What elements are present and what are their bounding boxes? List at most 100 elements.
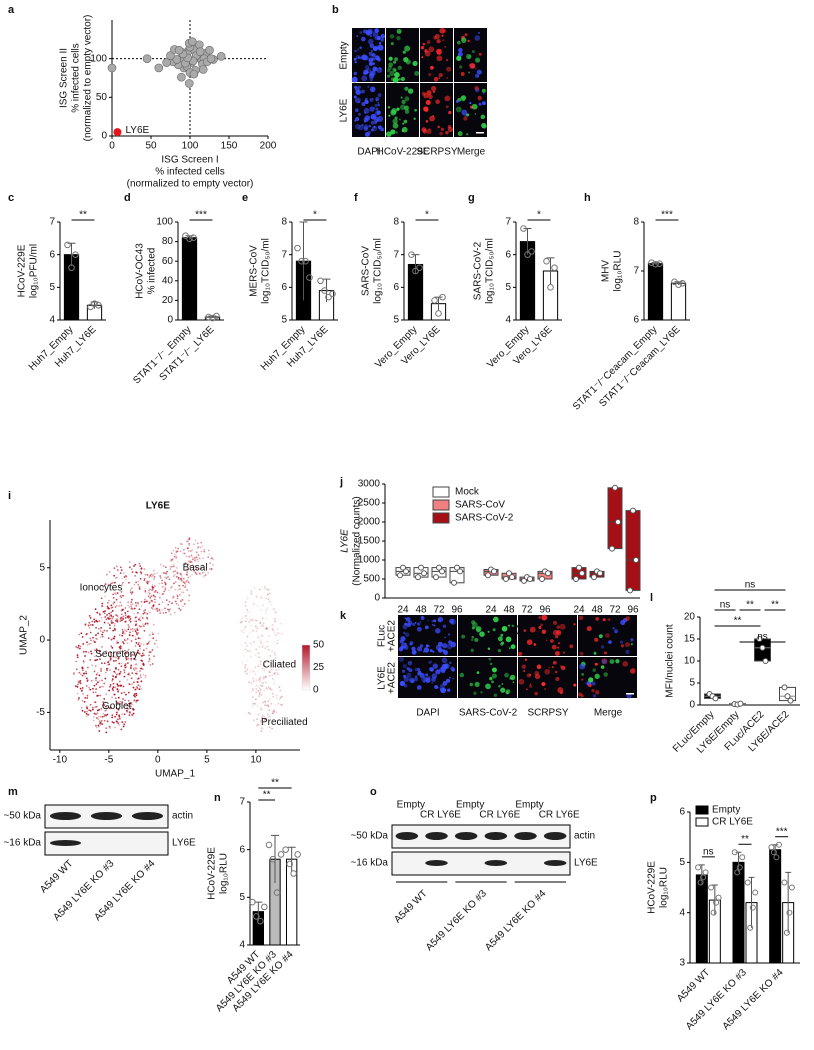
cell-dot [194, 572, 197, 574]
point [142, 54, 152, 63]
cell-dot [114, 656, 117, 659]
cell-dot [152, 593, 155, 596]
data-point [633, 557, 639, 563]
cell-dot [120, 616, 123, 619]
data-point [451, 579, 457, 586]
cell-dot [244, 670, 247, 673]
cell-signal [433, 76, 439, 82]
x-tick-label: 48 [591, 605, 603, 616]
cell-dot [272, 629, 274, 631]
cell-dot [204, 571, 207, 574]
cell-dot [267, 598, 270, 601]
cell-dot [137, 649, 140, 652]
cell-signal [432, 650, 435, 653]
cell-signal [504, 672, 509, 678]
cell-signal [364, 131, 370, 137]
cell-signal [389, 34, 395, 39]
cell-signal [400, 96, 403, 99]
cell-dot [123, 675, 126, 678]
cell-dot [273, 709, 275, 712]
x-tick-label: 96 [627, 605, 639, 616]
cell-signal [377, 57, 382, 62]
cell-signal [492, 628, 496, 632]
blot-band [543, 860, 567, 866]
cell-dot [161, 593, 164, 596]
cell-dot [188, 544, 191, 546]
cell-dot [133, 694, 135, 697]
cell-signal [526, 688, 528, 691]
cell-dot [188, 537, 191, 540]
cell-dot [104, 701, 106, 704]
cell-dot [144, 573, 147, 576]
cell-dot [154, 601, 156, 604]
point [174, 45, 184, 55]
micrograph [518, 615, 577, 656]
cell-signal [404, 105, 409, 111]
cell-dot [265, 687, 268, 690]
cell-dot [132, 686, 135, 689]
panel-letter: f [354, 192, 358, 204]
cell-signal [466, 133, 469, 136]
error-bar [735, 851, 742, 873]
cell-dot [111, 714, 114, 717]
cell-dot [189, 561, 192, 564]
blot-band [425, 832, 448, 840]
cell-signal [581, 672, 584, 676]
cell-dot [256, 723, 259, 726]
cell-dot [266, 627, 269, 630]
error-bar [748, 876, 755, 928]
cell-dot [245, 669, 248, 672]
cell-signal [556, 629, 562, 635]
cell-dot [265, 597, 268, 600]
cell-dot [212, 564, 214, 566]
x-tick-label: 0 [155, 755, 161, 766]
cell-dot [140, 625, 143, 628]
cell-dot [263, 586, 266, 589]
data-point [731, 849, 738, 856]
cell-dot [156, 610, 159, 612]
cell-signal [529, 626, 536, 633]
cell-dot [77, 646, 79, 649]
cell-signal [400, 636, 406, 642]
cell-dot [159, 575, 162, 577]
cell-dot [270, 688, 273, 691]
cell-signal [365, 29, 371, 36]
cell-dot [85, 715, 88, 718]
cell-dot [126, 710, 129, 713]
cell-dot [172, 565, 175, 568]
cell-dot [193, 557, 196, 560]
cell-dot [169, 568, 172, 570]
cell-dot [140, 668, 143, 670]
cell-signal [437, 125, 441, 129]
y-tick-label: 6 [633, 315, 639, 326]
cell-dot [168, 578, 171, 581]
cell-signal [416, 667, 421, 672]
cell-dot [181, 598, 184, 601]
cell-dot [179, 572, 182, 575]
cell-dot [103, 662, 106, 665]
cell-dot [146, 612, 149, 615]
cell-dot [90, 639, 92, 642]
x-tick-label: A549 WT [675, 967, 712, 1004]
cell-dot [124, 620, 127, 623]
cell-dot [82, 643, 85, 645]
band-label: actin [574, 831, 595, 842]
cell-dot [250, 682, 253, 685]
cell-dot [250, 669, 253, 672]
cell-dot [271, 727, 273, 730]
cell-dot [129, 631, 131, 634]
cell-signal [404, 109, 410, 114]
y-tick-label: 1000 [358, 555, 381, 566]
cell-signal [544, 668, 551, 675]
cell-signal [474, 67, 477, 70]
cell-signal [470, 648, 474, 653]
cell-signal [544, 688, 547, 691]
range-bar [625, 510, 641, 591]
cell-dot [99, 685, 102, 688]
cell-signal [394, 57, 399, 61]
cell-signal [476, 69, 482, 75]
cell-signal [607, 618, 611, 621]
x-axis-label: % infected cells [155, 167, 224, 178]
cell-dot [270, 668, 273, 671]
cell-dot [244, 601, 247, 604]
